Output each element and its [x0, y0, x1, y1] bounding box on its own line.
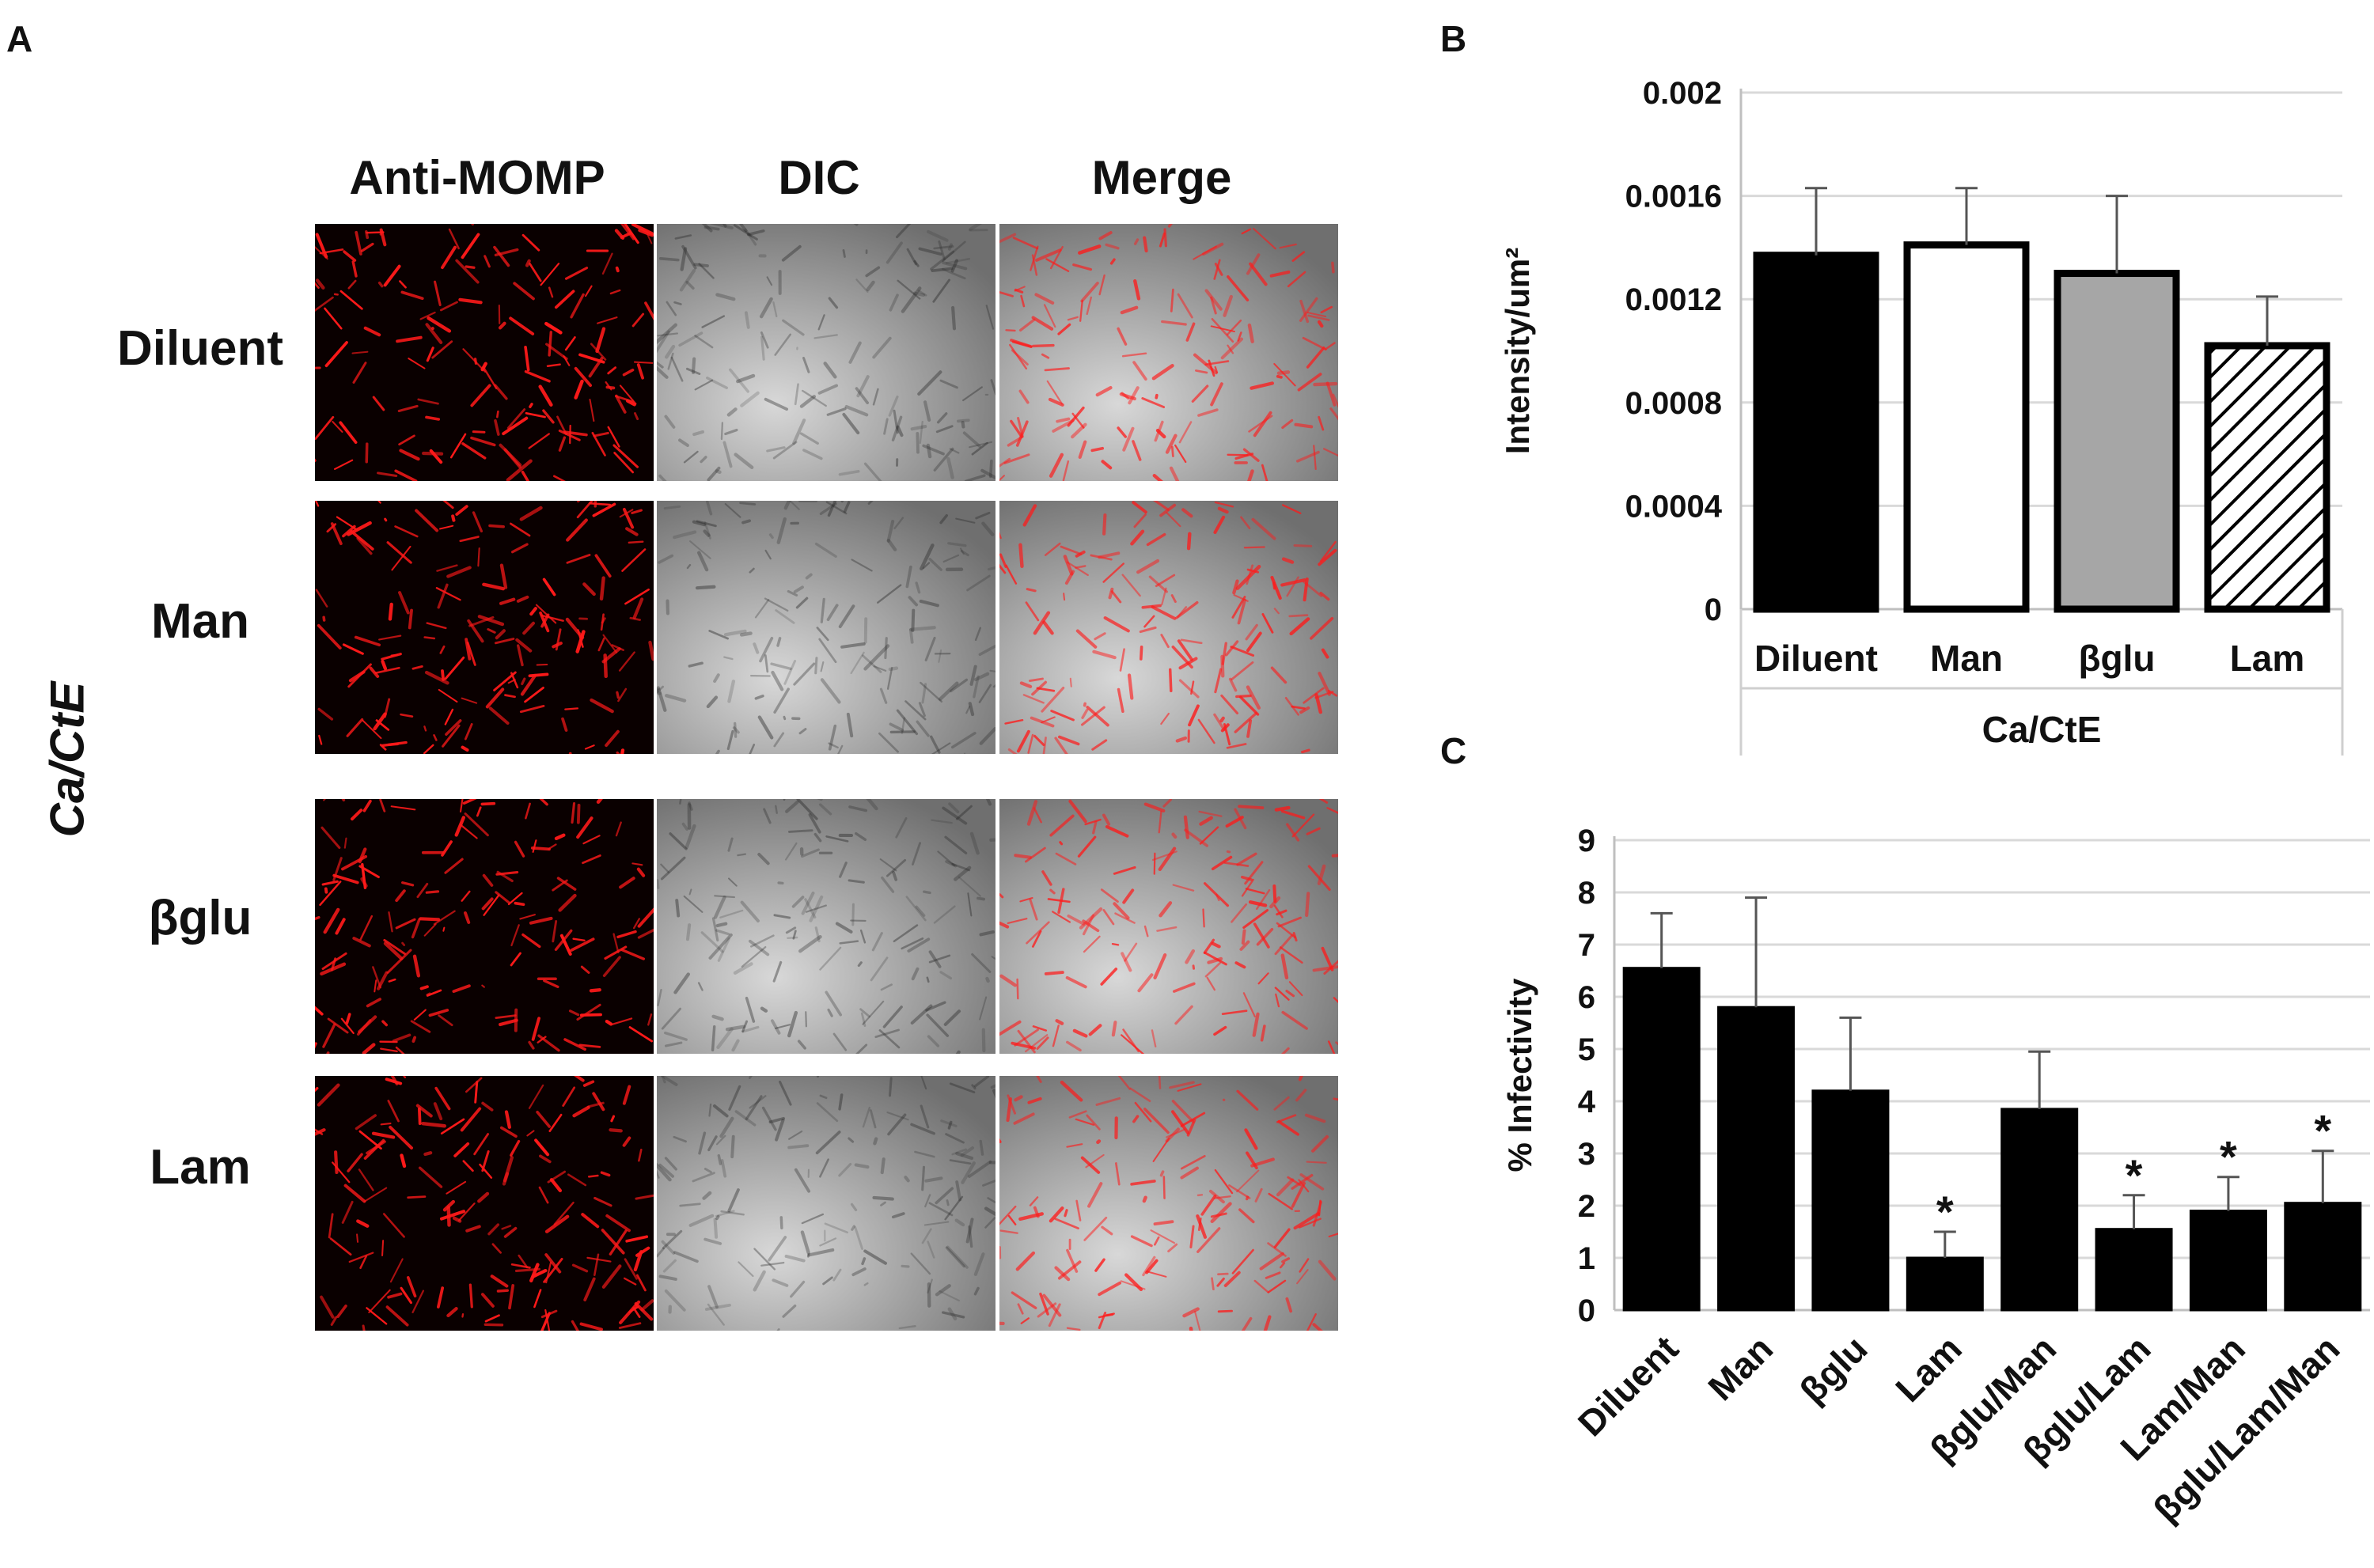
- micrograph-fluor-lam: [315, 1076, 654, 1331]
- bar-Lam: [1906, 1256, 1984, 1312]
- bar-βglu: [2054, 270, 2180, 613]
- y-tick-label: 0.002: [1643, 76, 1722, 111]
- x-tick-label: Lam/Man: [2112, 1327, 2253, 1468]
- significance-marker: *: [2126, 1150, 2143, 1200]
- bar-Man: [1717, 1006, 1796, 1312]
- micrograph-dic-lam: [657, 1076, 995, 1331]
- row-label-lam: Lam: [150, 1140, 251, 1195]
- y-tick-label: 0.0012: [1625, 282, 1722, 317]
- y-axis-title: % Infectivity: [1501, 978, 1538, 1172]
- micrograph-fluor-diluent: [315, 224, 654, 481]
- micrograph-merge-lam: [999, 1076, 1338, 1331]
- row-label-diluent: Diluent: [116, 321, 284, 376]
- bar-βglu/Man: [2000, 1108, 2079, 1312]
- x-tick-label: βglu/Lam/Man: [2145, 1327, 2347, 1529]
- micrograph-merge-bglu: [999, 799, 1338, 1054]
- y-tick-label: 0.0004: [1625, 489, 1723, 524]
- y-tick-label: 0.0008: [1625, 386, 1722, 421]
- micrograph-merge-man: [999, 501, 1338, 754]
- micrograph-fluor-bglu: [315, 799, 654, 1054]
- bar-βglu/Lam/Man: [2284, 1202, 2362, 1312]
- bar-Diluent: [1622, 967, 1701, 1312]
- y-axis-title: Intensity/um²: [1499, 248, 1536, 454]
- bar-Lam: [2204, 342, 2330, 613]
- bar-Man: [1903, 241, 2030, 613]
- y-tick-label: 7: [1578, 928, 1595, 963]
- y-tick-label: 9: [1578, 824, 1595, 858]
- y-tick-label: 0: [1705, 593, 1722, 627]
- bar-βglu/Lam: [2095, 1228, 2173, 1312]
- significance-marker: *: [2314, 1106, 2331, 1156]
- significance-marker: *: [2220, 1132, 2237, 1182]
- x-tick-label: Diluent: [1754, 638, 1878, 679]
- y-tick-label: 0: [1578, 1293, 1595, 1328]
- column-header-dic: DIC: [778, 151, 860, 204]
- column-header-merge: Merge: [1091, 151, 1232, 204]
- panel-b-letter: B: [1440, 18, 1467, 59]
- micrograph-dic-man: [657, 501, 995, 754]
- micrograph-fluor-man: [315, 501, 654, 754]
- y-tick-label: 6: [1578, 980, 1595, 1015]
- y-tick-label: 4: [1578, 1085, 1596, 1119]
- bar-βglu: [1811, 1089, 1890, 1312]
- micrograph-dic-bglu: [657, 799, 995, 1054]
- significance-marker: *: [1936, 1187, 1954, 1237]
- y-tick-label: 3: [1578, 1137, 1595, 1172]
- x-tick-label: Man: [1930, 638, 2003, 679]
- x-tick-label: βglu: [1792, 1327, 1875, 1411]
- x-tick-label: βglu: [2078, 638, 2155, 679]
- row-label-man: Man: [151, 594, 249, 649]
- bar-Lam/Man: [2189, 1210, 2267, 1312]
- x-tick-label: Diluent: [1570, 1327, 1686, 1444]
- row-label-bglu: βglu: [148, 891, 252, 945]
- panel-a-letter: A: [6, 18, 33, 59]
- column-header-anti-momp: Anti-MOMP: [349, 151, 605, 204]
- group-label: Ca/CtE: [1982, 709, 2102, 750]
- x-tick-label: Man: [1700, 1327, 1780, 1408]
- treatment-side-label: Ca/CtE: [40, 681, 94, 838]
- y-tick-label: 2: [1578, 1189, 1595, 1224]
- x-tick-label: βglu/Man: [1922, 1327, 2064, 1469]
- x-tick-label: Lam: [2230, 638, 2305, 679]
- y-tick-label: 0.0016: [1625, 180, 1722, 214]
- x-tick-label: Lam: [1887, 1327, 1970, 1410]
- panel-c-letter: C: [1440, 730, 1467, 771]
- micrograph-dic-diluent: [657, 224, 995, 481]
- y-tick-label: 1: [1578, 1241, 1595, 1276]
- x-tick-label: βglu/Lam: [2015, 1327, 2158, 1471]
- bar-Diluent: [1753, 252, 1879, 613]
- micrograph-merge-diluent: [999, 224, 1338, 481]
- y-tick-label: 8: [1578, 876, 1595, 911]
- y-tick-label: 5: [1578, 1032, 1595, 1067]
